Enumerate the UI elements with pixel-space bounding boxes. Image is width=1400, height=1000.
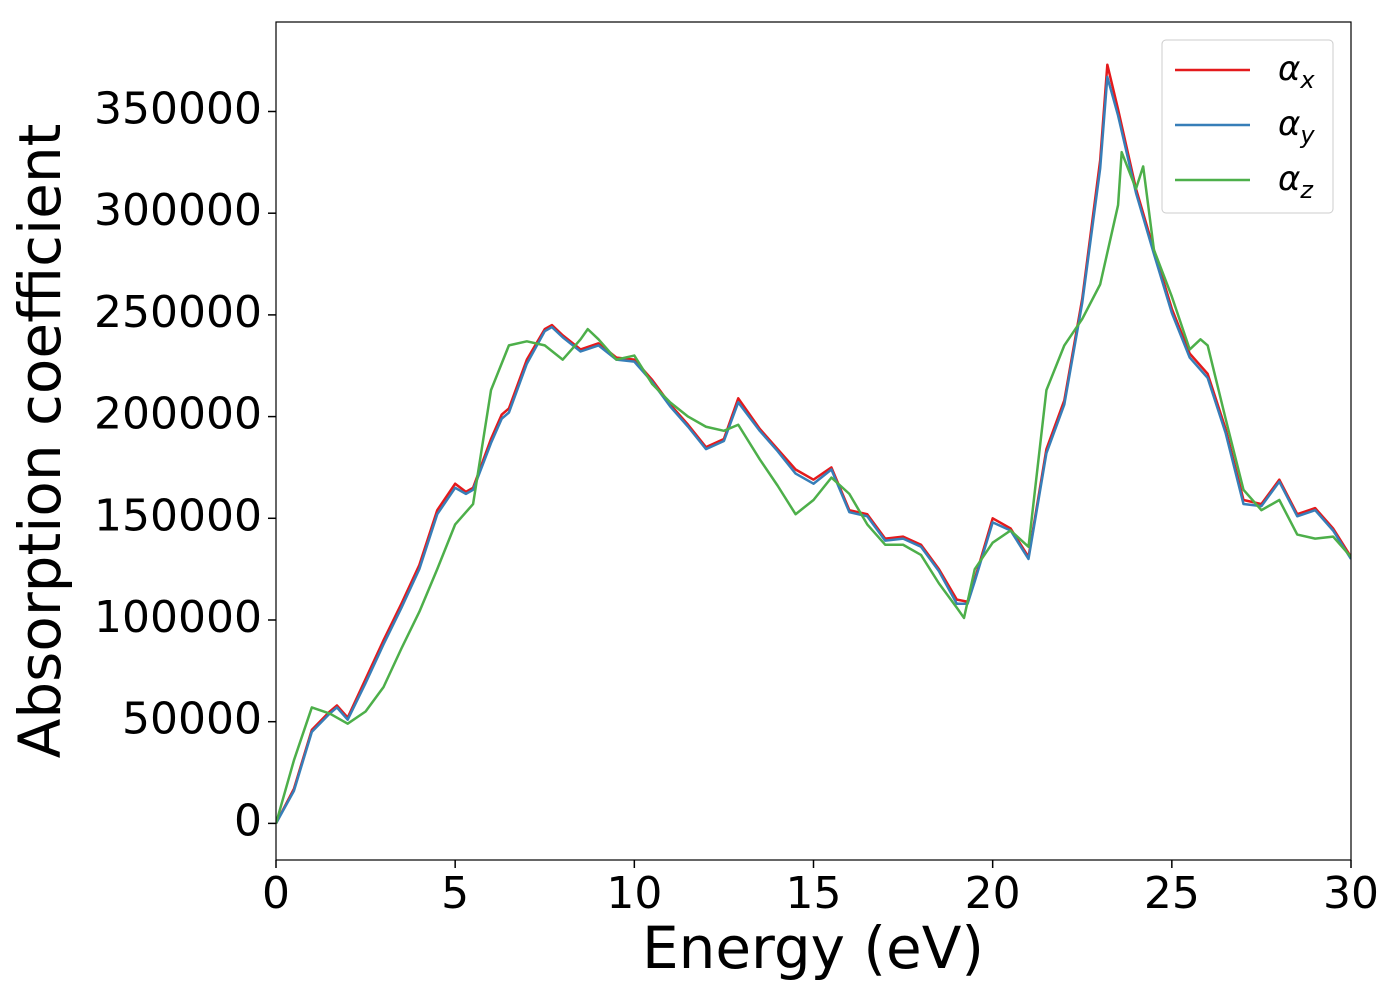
y-tick-label: 100000 (94, 592, 262, 643)
y-tick-label: 300000 (94, 185, 262, 236)
y-tick-label: 250000 (94, 287, 262, 338)
x-tick-label: 20 (965, 868, 1021, 919)
legend-box (1161, 39, 1334, 214)
x-tick-label: 15 (786, 868, 842, 919)
y-tick-label: 350000 (94, 83, 262, 134)
legend-label: αz (1278, 159, 1314, 204)
legend-label: αy (1278, 104, 1315, 149)
y-tick-label: 200000 (94, 389, 262, 440)
legend-label: αx (1278, 49, 1315, 94)
x-tick-label: 5 (441, 868, 469, 919)
y-tick-label: 0 (234, 795, 262, 846)
legend: αx αy αz (1161, 39, 1334, 214)
x-tick-label: 30 (1323, 868, 1379, 919)
plot-frame (275, 21, 1352, 861)
y-tick-label: 150000 (94, 490, 262, 541)
x-tick-label: 10 (606, 868, 662, 919)
y-tick-label: 50000 (122, 694, 262, 745)
x-axis-label: Energy (eV) (642, 914, 984, 982)
x-tick-label: 0 (262, 868, 290, 919)
x-tick-label: 25 (1144, 868, 1200, 919)
series-line (276, 75, 1351, 824)
y-axis-label: Absorption coefficient (6, 124, 74, 759)
series-line (276, 150, 1351, 824)
